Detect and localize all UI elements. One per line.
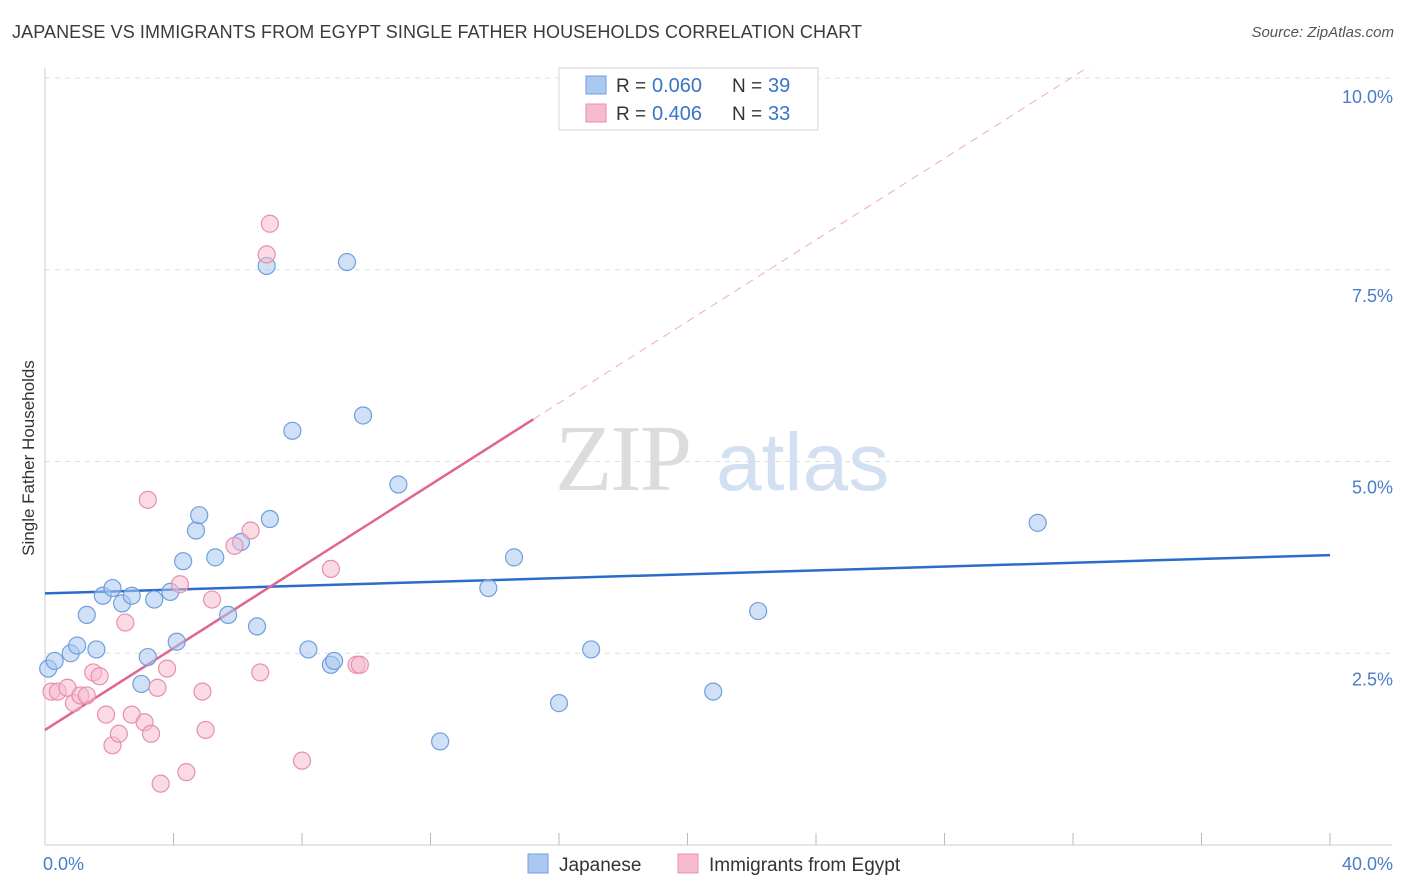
x-tick-labels: 0.0% 40.0% xyxy=(43,854,1393,874)
legend-japanese-r-label: R = xyxy=(616,76,646,97)
data-point-egypt xyxy=(260,214,279,233)
data-point-japanese xyxy=(68,636,87,655)
data-point-egypt xyxy=(90,667,109,686)
x-tick-label: 0.0% xyxy=(43,854,84,874)
legend-top: R = 0.060 N = 39 R = 0.406 N = 33 xyxy=(558,67,819,131)
data-point-japanese xyxy=(325,651,344,671)
data-point-japanese xyxy=(337,252,357,272)
data-point-japanese xyxy=(174,552,193,571)
data-point-japanese xyxy=(704,682,723,701)
data-point-egypt xyxy=(177,763,196,782)
data-point-japanese xyxy=(186,521,206,540)
legend-egypt-n-label: N = xyxy=(732,104,762,125)
watermark-zip: ZIP xyxy=(555,407,690,511)
data-point-japanese xyxy=(749,601,768,621)
trend-line-egypt xyxy=(44,418,534,732)
data-point-japanese xyxy=(283,421,302,440)
legend-bottom: Japanese Immigrants from Egypt xyxy=(527,853,901,876)
data-point-egypt xyxy=(116,613,135,632)
grid-lines xyxy=(45,77,1392,654)
y-axis-label: Single Father Households xyxy=(19,360,38,556)
legend-egypt-n-value: 33 xyxy=(768,103,790,125)
legend-japanese-swatch xyxy=(585,75,607,95)
data-point-egypt xyxy=(148,678,167,697)
chart-source: Source: ZipAtlas.com xyxy=(1251,24,1394,41)
data-point-japanese xyxy=(582,640,601,659)
data-point-japanese xyxy=(549,694,569,713)
data-point-japanese xyxy=(190,506,209,525)
y-tick-label: 7.5% xyxy=(1352,286,1393,306)
data-point-egypt xyxy=(151,774,170,793)
data-point-egypt xyxy=(202,590,222,609)
legend-japanese-n-label: N = xyxy=(732,76,762,97)
y-tick-label: 2.5% xyxy=(1352,669,1393,689)
series-egypt-points xyxy=(42,214,369,793)
data-point-egypt xyxy=(196,720,215,740)
legend-bottom-egypt-swatch xyxy=(677,853,699,874)
data-point-japanese xyxy=(219,605,238,625)
data-point-egypt xyxy=(96,705,116,724)
legend-japanese-n-value: 39 xyxy=(768,75,790,97)
data-point-egypt xyxy=(292,751,312,770)
data-point-japanese xyxy=(122,586,141,605)
data-point-egypt xyxy=(225,536,244,555)
x-tick-label: 40.0% xyxy=(1342,854,1393,874)
data-point-japanese xyxy=(260,509,279,529)
legend-egypt-r-label: R = xyxy=(616,104,646,125)
trend-lines xyxy=(44,66,1331,732)
data-point-japanese xyxy=(45,651,64,671)
series-japanese-points xyxy=(39,252,1047,751)
data-point-japanese xyxy=(353,406,373,425)
data-point-egypt xyxy=(157,659,177,678)
data-point-japanese xyxy=(504,548,524,567)
data-point-egypt xyxy=(77,686,96,705)
legend-egypt-r-value: 0.406 xyxy=(652,103,702,125)
chart-title: JAPANESE VS IMMIGRANTS FROM EGYPT SINGLE… xyxy=(12,22,863,42)
data-point-japanese xyxy=(247,617,267,636)
data-point-egypt xyxy=(193,682,212,701)
data-point-egypt xyxy=(241,521,260,540)
data-point-egypt xyxy=(109,724,128,743)
y-tick-label: 10.0% xyxy=(1342,87,1393,107)
data-point-japanese xyxy=(103,578,122,598)
legend-bottom-japanese-swatch xyxy=(527,853,549,874)
data-point-japanese xyxy=(132,674,151,694)
y-tick-label: 5.0% xyxy=(1352,478,1393,498)
data-point-egypt xyxy=(257,245,276,264)
data-point-japanese xyxy=(479,578,498,598)
watermark-atlas: atlas xyxy=(716,417,889,508)
data-point-egypt xyxy=(321,559,341,578)
trend-line-japanese xyxy=(44,553,1331,595)
trend-line-egypt-extension xyxy=(533,66,1090,420)
data-point-egypt xyxy=(138,490,157,509)
data-point-japanese xyxy=(389,475,408,494)
data-point-japanese xyxy=(299,640,318,659)
legend-japanese-r-value: 0.060 xyxy=(652,75,702,97)
data-point-japanese xyxy=(77,605,96,625)
data-point-egypt xyxy=(251,663,270,682)
watermark: ZIP atlas xyxy=(555,407,889,511)
data-point-japanese xyxy=(1028,513,1047,532)
data-point-japanese xyxy=(431,732,450,751)
legend-bottom-egypt-label: Immigrants from Egypt xyxy=(709,855,901,876)
legend-bottom-japanese-label: Japanese xyxy=(559,855,641,876)
data-point-japanese xyxy=(206,548,225,567)
data-point-japanese xyxy=(87,640,106,659)
data-point-japanese xyxy=(145,590,164,609)
data-point-egypt xyxy=(170,575,190,594)
x-ticks xyxy=(173,833,1331,845)
axes xyxy=(44,68,1392,846)
data-point-egypt xyxy=(141,724,161,743)
data-point-japanese xyxy=(167,632,186,651)
y-tick-labels: 2.5% 5.0% 7.5% 10.0% xyxy=(1342,87,1393,689)
data-point-japanese xyxy=(138,647,157,667)
legend-egypt-swatch xyxy=(585,103,607,123)
data-point-egypt xyxy=(350,655,369,674)
